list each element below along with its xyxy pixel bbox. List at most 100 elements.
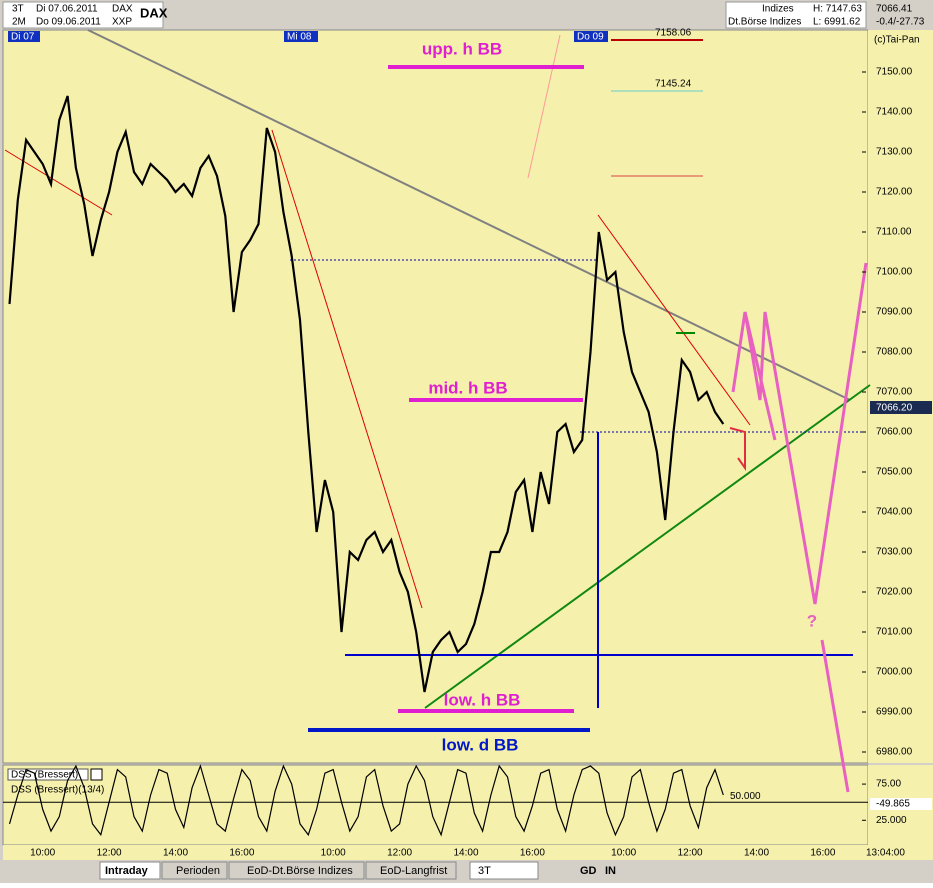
exchange: XXP — [112, 17, 132, 28]
symbol: DAX — [112, 4, 133, 15]
copyright: (c)Tai-Pan — [874, 35, 920, 46]
date-from: Di 07.06.2011 — [36, 4, 98, 15]
trend-line — [597, 214, 751, 426]
y-tick-label: 75.00 — [876, 779, 901, 790]
y-tick-label: 7090.00 — [876, 307, 913, 318]
button[interactable]: IN — [605, 865, 616, 877]
y-tick-label: 7100.00 — [876, 267, 913, 278]
x-tick-label: 16:00 — [520, 848, 545, 859]
toolbar: 13:04:00 Intraday Perioden EoD-Dt.Börse … — [0, 848, 933, 883]
level-label: 7145.24 — [655, 79, 692, 90]
y-tick-label: 7130.00 — [876, 147, 913, 158]
day-label: Mi 08 — [287, 32, 312, 43]
x-tick-label: 10:00 — [321, 848, 346, 859]
reference-label: 50.000 — [730, 791, 761, 802]
change: -0.4/-27.73 — [876, 17, 925, 28]
date-to: Do 09.06.2011 — [36, 17, 101, 28]
last-price-box — [870, 401, 932, 414]
group: Indizes — [762, 4, 794, 15]
period-value[interactable]: 3T — [478, 865, 491, 877]
tab-label[interactable]: Perioden — [176, 865, 220, 877]
y-tick-label: 6990.00 — [876, 707, 913, 718]
trend-line — [527, 34, 561, 179]
annotation: low. h BB — [444, 690, 521, 709]
y-tick-label: 7110.00 — [876, 227, 912, 238]
y-tick-label: 6980.00 — [876, 747, 913, 758]
tab[interactable] — [161, 861, 228, 880]
series-line — [8, 764, 724, 837]
x-tick-label: 14:00 — [453, 848, 478, 859]
annotation: mid. h BB — [428, 378, 507, 397]
y-tick-label: 7150.00 — [876, 67, 913, 78]
x-tick-label: 10:00 — [611, 848, 636, 859]
tab-label[interactable]: EoD-Dt.Börse Indizes — [247, 865, 353, 877]
title: DAX — [140, 5, 168, 20]
y-tick-label: 7050.00 — [876, 467, 913, 478]
y-tick-label: 7040.00 — [876, 507, 913, 518]
header: 3T Di 07.06.2011 DAX 2M Do 09.06.2011 XX… — [2, 1, 925, 46]
trend-line — [87, 29, 851, 401]
range: 2M — [12, 17, 26, 28]
x-tick-label: 16:00 — [810, 848, 835, 859]
day-marker — [8, 31, 40, 42]
period: 3T — [12, 4, 24, 15]
x-tick-label: 10:00 — [30, 848, 55, 859]
oscillator-panel — [2, 764, 869, 846]
indicator-subtitle: DSS (Bressert)(13/4) — [11, 785, 104, 796]
drawings — [4, 29, 871, 793]
day-label: Do 09 — [577, 32, 604, 43]
tab-label[interactable]: EoD-Langfrist — [380, 865, 447, 877]
y-tick-label: 7010.00 — [876, 627, 913, 638]
price-panel — [2, 29, 869, 764]
time-label: 13:04:00 — [866, 848, 905, 859]
day-label: Di 07 — [11, 32, 35, 43]
y-tick-label: 7140.00 — [876, 107, 913, 118]
x-tick-label: 12:00 — [387, 848, 412, 859]
last-indicator-box — [870, 798, 932, 810]
x-tick-label: 14:00 — [744, 848, 769, 859]
indicator-title: DSS (Bressert) — [11, 770, 78, 781]
y-tick-label: 7120.00 — [876, 187, 913, 198]
y-tick-label: 7060.00 — [876, 427, 913, 438]
x-tick-label: 16:00 — [229, 848, 254, 859]
price-axis — [868, 30, 933, 763]
last: 7066.41 — [876, 4, 913, 15]
annotation: low. d BB — [442, 735, 519, 754]
day-marker — [284, 31, 318, 42]
last-indicator: -49.865 — [876, 799, 910, 810]
tab[interactable] — [99, 861, 161, 880]
y-tick-label: 7020.00 — [876, 587, 913, 598]
button[interactable]: GD — [580, 865, 597, 877]
tab[interactable] — [228, 861, 365, 880]
period-select[interactable] — [469, 861, 539, 880]
index-group: Dt.Börse Indizes — [728, 17, 801, 28]
y-tick-label: 7000.00 — [876, 667, 913, 678]
y-tick-label: 7030.00 — [876, 547, 913, 558]
tab-label[interactable]: Intraday — [105, 865, 149, 877]
annotation: ? — [807, 611, 817, 630]
projection — [731, 262, 868, 605]
day-marker — [574, 31, 608, 42]
projection — [820, 639, 850, 793]
high: H: 7147.63 — [813, 4, 862, 15]
header-box — [2, 1, 164, 29]
x-tick-label: 14:00 — [163, 848, 188, 859]
projection — [743, 311, 777, 441]
indicator-box — [7, 768, 89, 781]
arrow — [729, 427, 746, 472]
x-tick-label: 12:00 — [97, 848, 122, 859]
y-tick-label: 25.000 — [876, 815, 907, 826]
last-price: 7066.20 — [876, 403, 913, 414]
time-axis — [3, 845, 933, 860]
annotation: upp. h BB — [422, 39, 502, 58]
y-tick-label: 7080.00 — [876, 347, 913, 358]
info-box — [725, 1, 867, 29]
tab[interactable] — [365, 861, 457, 880]
y-tick-label: 7070.00 — [876, 387, 913, 398]
level-label: 7158.06 — [655, 28, 692, 39]
add-button[interactable] — [90, 768, 103, 781]
x-tick-label: 12:00 — [678, 848, 703, 859]
series-line — [8, 95, 725, 693]
trend-line — [271, 129, 423, 609]
